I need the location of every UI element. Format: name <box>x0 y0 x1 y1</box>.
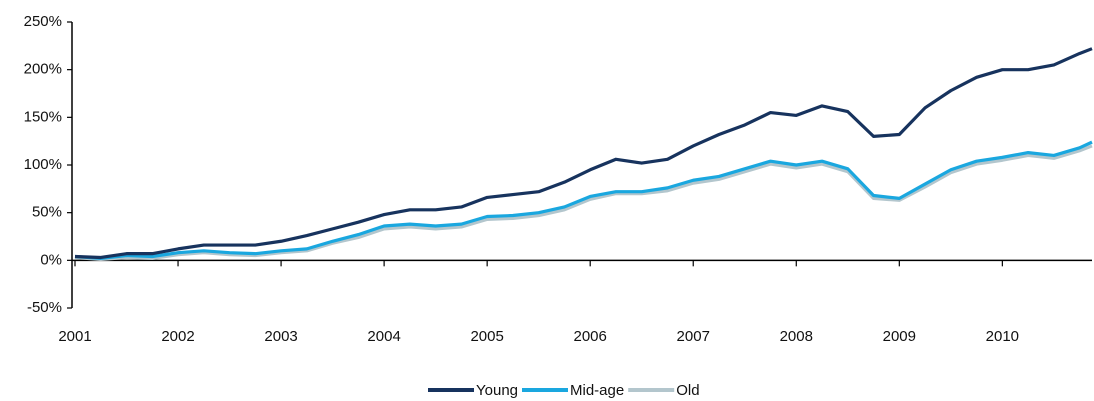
y-tick-label: 0% <box>40 251 62 268</box>
legend-label: Young <box>476 382 518 399</box>
series-line <box>74 144 1093 261</box>
y-tick-label: 100% <box>24 156 62 173</box>
x-tick-label: 2008 <box>780 328 813 345</box>
y-tick-label: 50% <box>32 204 62 221</box>
y-tick-label: 200% <box>24 61 62 78</box>
y-tick-label: -50% <box>27 299 62 316</box>
series-line <box>74 140 1093 261</box>
legend-label: Mid-age <box>570 382 624 399</box>
series-line <box>74 47 1093 260</box>
x-tick-label: 2009 <box>883 328 916 345</box>
x-tick-label: 2004 <box>367 328 400 345</box>
y-tick-label: 250% <box>24 13 62 30</box>
x-tick-label: 2010 <box>986 328 1019 345</box>
x-tick-label: 2007 <box>677 328 710 345</box>
x-tick-label: 2006 <box>574 328 607 345</box>
x-tick-label: 2003 <box>264 328 297 345</box>
x-tick-label: 2005 <box>470 328 503 345</box>
y-tick-label: 150% <box>24 108 62 125</box>
x-tick-label: 2002 <box>161 328 194 345</box>
legend-label: Old <box>676 382 699 399</box>
x-tick-label: 2001 <box>58 328 91 345</box>
